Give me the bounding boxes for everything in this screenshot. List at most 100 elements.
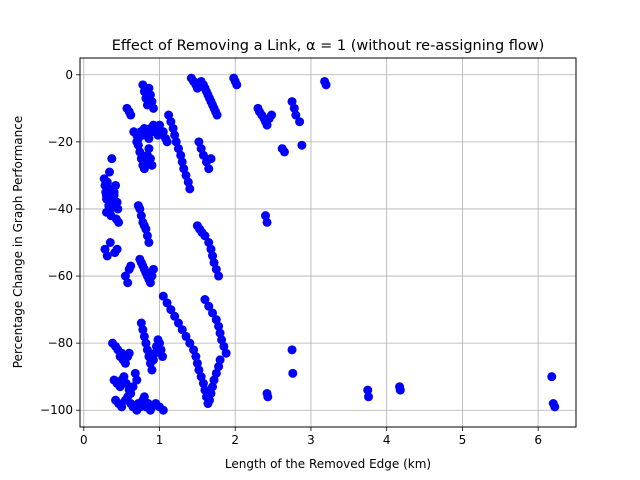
data-point xyxy=(107,154,117,164)
data-point xyxy=(147,97,157,107)
data-point xyxy=(148,264,158,274)
y-tick-label: −80 xyxy=(48,336,73,350)
data-point xyxy=(128,382,138,392)
data-point xyxy=(198,378,208,388)
x-tick-label: 0 xyxy=(80,433,88,447)
data-point xyxy=(364,392,374,402)
data-point xyxy=(208,308,218,318)
data-point xyxy=(136,318,146,328)
data-point xyxy=(177,325,187,335)
data-point xyxy=(263,392,273,402)
x-tick-label: 5 xyxy=(459,433,467,447)
data-point xyxy=(144,238,154,247)
y-axis-label: Percentage Change in Graph Performance xyxy=(11,116,25,369)
data-point xyxy=(144,83,154,93)
data-point xyxy=(206,244,216,254)
data-point xyxy=(204,395,214,405)
data-point xyxy=(141,224,151,234)
data-point xyxy=(170,130,180,140)
y-tick-label: −20 xyxy=(48,135,73,149)
data-point xyxy=(321,80,331,90)
data-point xyxy=(215,328,225,338)
data-point xyxy=(121,378,131,388)
data-point xyxy=(147,160,157,170)
data-point xyxy=(117,402,127,412)
data-point xyxy=(102,191,112,201)
data-point xyxy=(105,167,115,177)
data-point xyxy=(208,251,218,261)
data-point xyxy=(102,177,112,187)
data-point xyxy=(279,147,289,157)
plot-area xyxy=(80,58,576,427)
data-point xyxy=(147,271,157,281)
data-point xyxy=(124,348,134,358)
data-point xyxy=(132,375,142,385)
data-point xyxy=(181,331,191,341)
data-point xyxy=(191,352,201,362)
data-point xyxy=(212,110,222,120)
data-point xyxy=(139,164,149,174)
data-point xyxy=(208,382,218,392)
x-tick-label: 6 xyxy=(534,433,542,447)
data-point xyxy=(204,301,214,311)
data-point xyxy=(214,271,224,281)
data-point xyxy=(141,338,151,348)
y-axis-ticks: 0 −20 −40 −60 −80 −100 xyxy=(40,68,80,417)
data-point xyxy=(168,123,178,133)
data-point xyxy=(148,103,158,113)
data-point xyxy=(102,251,112,261)
x-tick-label: 3 xyxy=(307,433,315,447)
data-point xyxy=(156,345,166,355)
data-point xyxy=(142,345,152,355)
x-axis-label: Length of the Removed Edge (km) xyxy=(225,457,431,471)
data-point xyxy=(126,261,136,271)
data-point xyxy=(550,402,560,412)
data-point xyxy=(173,318,183,328)
data-point xyxy=(232,80,242,90)
y-tick-label: −100 xyxy=(40,403,73,417)
data-point xyxy=(185,338,195,348)
data-point xyxy=(177,157,187,167)
data-point xyxy=(295,117,305,127)
data-point xyxy=(123,392,133,402)
data-point xyxy=(363,385,373,395)
data-point xyxy=(198,150,208,160)
data-point xyxy=(111,180,121,190)
data-point xyxy=(136,211,146,221)
data-point xyxy=(261,211,271,221)
data-point xyxy=(105,238,115,247)
data-point xyxy=(142,231,152,241)
data-point xyxy=(200,295,210,305)
data-point xyxy=(185,184,195,194)
data-point xyxy=(158,405,168,415)
data-point xyxy=(166,305,176,315)
data-point xyxy=(162,137,172,147)
data-point xyxy=(176,150,186,160)
data-point xyxy=(109,201,119,211)
data-point xyxy=(215,355,225,365)
chart-title: Effect of Removing a Link, α = 1 (withou… xyxy=(112,38,545,54)
data-point xyxy=(288,368,298,378)
data-point xyxy=(126,110,136,120)
data-point xyxy=(221,348,231,358)
data-point xyxy=(148,355,158,365)
data-point xyxy=(192,83,202,93)
data-point xyxy=(170,311,180,321)
x-axis-ticks: 0 1 2 3 4 5 6 xyxy=(80,427,542,447)
data-point xyxy=(155,120,165,130)
data-point xyxy=(192,358,202,368)
data-point xyxy=(395,385,405,395)
data-point xyxy=(214,362,224,372)
data-point xyxy=(139,392,149,402)
y-tick-label: 0 xyxy=(65,68,73,82)
data-point xyxy=(206,388,216,398)
data-point xyxy=(114,217,124,227)
x-tick-label: 2 xyxy=(231,433,239,447)
data-point xyxy=(297,140,307,150)
data-point xyxy=(183,177,193,187)
data-point xyxy=(206,154,216,164)
plot-frame xyxy=(79,57,577,428)
data-point xyxy=(262,217,272,227)
data-point xyxy=(289,103,299,113)
